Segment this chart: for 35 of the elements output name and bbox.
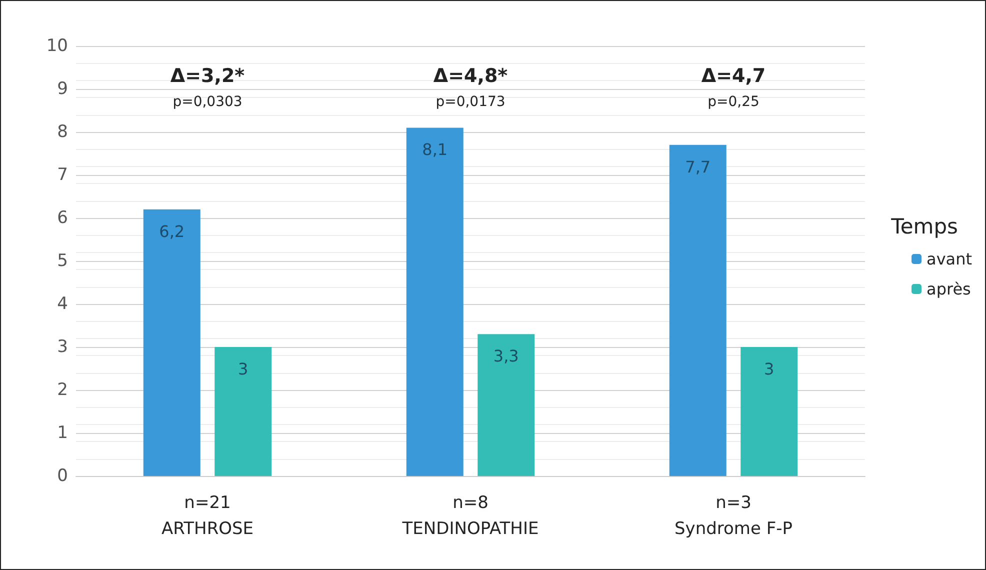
data-label: 3 [764,360,774,378]
data-label: 6,2 [159,222,185,241]
annotation: p=0,0303 [172,94,242,110]
bar [143,209,200,476]
bar [740,347,798,476]
data-label: 7,7 [685,157,711,176]
y-tick-label: 6 [57,208,68,228]
data-label: 3 [238,360,248,378]
annotation: Δ=4,7 [701,65,766,87]
y-tick-label: 4 [57,294,68,314]
y-tick-label: 5 [57,251,68,271]
annotation: p=0,0173 [436,94,506,110]
legend-label: après [926,280,971,298]
y-tick-label: 9 [57,79,68,99]
annotation: p=0,25 [708,94,760,110]
data-label: 3,3 [493,346,519,366]
bar [214,347,272,476]
data-label: 8,1 [422,140,448,160]
x-tick-label: n=3 Syndrome F-P [674,493,793,539]
bar [406,128,464,476]
bar [669,144,726,476]
annotation: Δ=3,2* [170,65,245,87]
y-tick-label: 1 [57,423,68,443]
x-tick-label: n=21 ARTHROSE [161,493,254,539]
bar [478,334,535,476]
y-tick-label: 3 [57,337,68,357]
y-tick-label: 0 [57,466,68,486]
y-tick-label: 2 [57,380,68,400]
legend-label: avant [926,250,972,268]
x-tick-label: n=8 TENDINOPATHIE [401,493,539,539]
y-tick-label: 8 [57,122,68,142]
legend-title: Temps [890,214,958,238]
annotation: Δ=4,8* [433,65,508,87]
y-tick-label: 10 [46,36,68,56]
y-tick-label: 7 [57,165,68,185]
